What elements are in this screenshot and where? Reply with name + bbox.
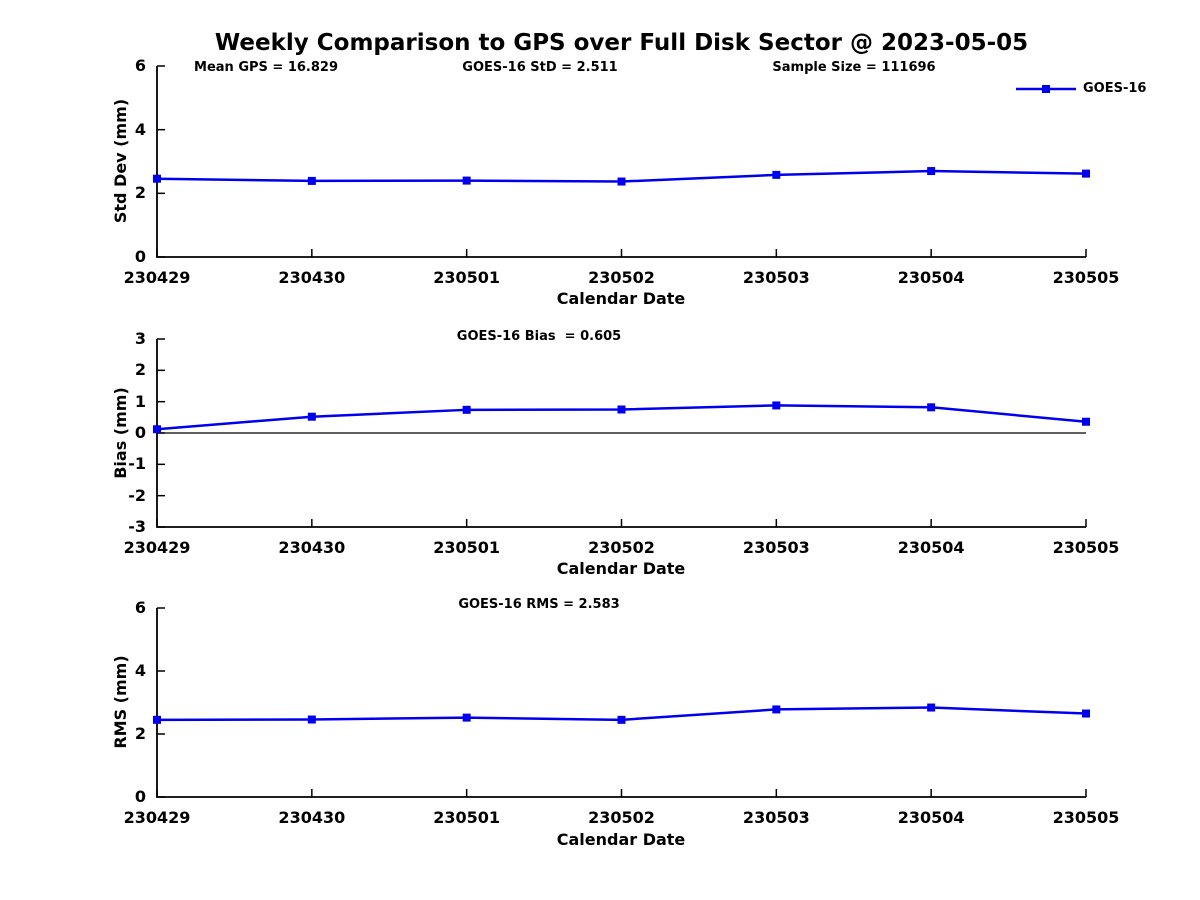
x-tick-label: 230501 xyxy=(433,808,501,827)
xlabel-calendar-date-3: Calendar Date xyxy=(556,830,686,849)
y-tick-label: 2 xyxy=(134,724,146,743)
y-tick-label: 6 xyxy=(134,598,146,617)
data-point-marker xyxy=(617,715,626,724)
subplot-2 xyxy=(153,338,1090,528)
data-point-marker xyxy=(153,715,161,724)
y-tick-label: 0 xyxy=(134,247,146,266)
y-tick-label: 4 xyxy=(134,119,146,139)
x-tick-label: 230501 xyxy=(433,268,501,287)
ylabel-std-dev: Std Dev (mm) xyxy=(111,98,130,224)
data-point-marker xyxy=(617,405,626,414)
data-point-marker xyxy=(462,713,471,722)
y-tick-label: -3 xyxy=(128,517,146,536)
x-tick-label: 230505 xyxy=(1052,268,1120,287)
data-point-marker xyxy=(927,167,936,176)
data-point-marker xyxy=(1082,709,1090,718)
legend xyxy=(1016,85,1076,93)
annotation-goes16-rms: GOES-16 RMS = 2.583 xyxy=(458,597,620,612)
xlabel-calendar-date-2: Calendar Date xyxy=(556,559,686,578)
x-tick-label: 230429 xyxy=(123,808,191,827)
subplot-3 xyxy=(153,607,1090,798)
x-tick-label: 230504 xyxy=(897,538,965,557)
x-tick-label: 230503 xyxy=(742,808,810,827)
data-point-marker xyxy=(772,705,781,714)
data-point-marker xyxy=(307,176,316,185)
x-tick-label: 230503 xyxy=(742,268,810,287)
legend-marker-sample xyxy=(1042,85,1050,93)
x-tick-label: 230430 xyxy=(278,808,346,827)
x-tick-label: 230429 xyxy=(123,268,191,287)
x-tick-label: 230502 xyxy=(588,808,655,827)
annotation-goes16-bias: GOES-16 Bias = 0.605 xyxy=(456,329,622,344)
data-point-marker xyxy=(307,412,316,421)
data-point-marker xyxy=(1082,169,1090,178)
y-tick-label: 2 xyxy=(134,360,146,380)
xlabel-calendar-date-1: Calendar Date xyxy=(556,289,686,308)
y-tick-label: 1 xyxy=(134,391,146,411)
y-tick-label: 0 xyxy=(134,423,146,442)
x-tick-label: 230503 xyxy=(742,538,810,557)
data-point-marker xyxy=(927,403,936,412)
x-tick-label: 230504 xyxy=(897,268,965,287)
data-point-marker xyxy=(462,405,471,414)
x-tick-label: 230502 xyxy=(588,538,655,557)
chart-title: Weekly Comparison to GPS over Full Disk … xyxy=(214,30,1029,56)
y-tick-label: -2 xyxy=(128,485,146,505)
x-tick-label: 230501 xyxy=(433,538,501,557)
y-tick-label: -1 xyxy=(128,454,146,474)
legend-label: GOES-16 xyxy=(1083,81,1147,96)
y-tick-label: 2 xyxy=(134,183,146,203)
y-tick-label: 6 xyxy=(134,56,146,75)
data-point-marker xyxy=(153,425,161,434)
ylabel-rms: RMS (mm) xyxy=(111,655,130,749)
x-tick-label: 230429 xyxy=(123,538,191,557)
y-tick-label: 0 xyxy=(134,787,146,806)
data-point-marker xyxy=(462,176,471,185)
data-point-marker xyxy=(772,401,781,410)
annotation-goes16-std: GOES-16 StD = 2.511 xyxy=(462,60,618,75)
x-tick-label: 230504 xyxy=(897,808,965,827)
annotation-sample-size: Sample Size = 111696 xyxy=(772,60,936,75)
axis-spines xyxy=(156,66,1086,258)
x-tick-label: 230430 xyxy=(278,538,346,557)
data-point-marker xyxy=(617,177,626,186)
data-point-marker xyxy=(1082,417,1090,426)
x-tick-label: 230502 xyxy=(588,268,655,287)
x-tick-label: 230430 xyxy=(278,268,346,287)
subplot-1 xyxy=(153,65,1090,258)
axis-spines xyxy=(156,608,1086,798)
annotation-mean-gps: Mean GPS = 16.829 xyxy=(194,60,338,75)
x-tick-label: 230505 xyxy=(1052,808,1120,827)
data-point-marker xyxy=(307,715,316,724)
y-tick-label: 4 xyxy=(134,661,146,680)
data-point-marker xyxy=(153,174,161,183)
y-tick-label: 3 xyxy=(134,329,146,348)
data-point-marker xyxy=(927,703,936,712)
x-tick-label: 230505 xyxy=(1052,538,1120,557)
data-point-marker xyxy=(772,170,781,179)
